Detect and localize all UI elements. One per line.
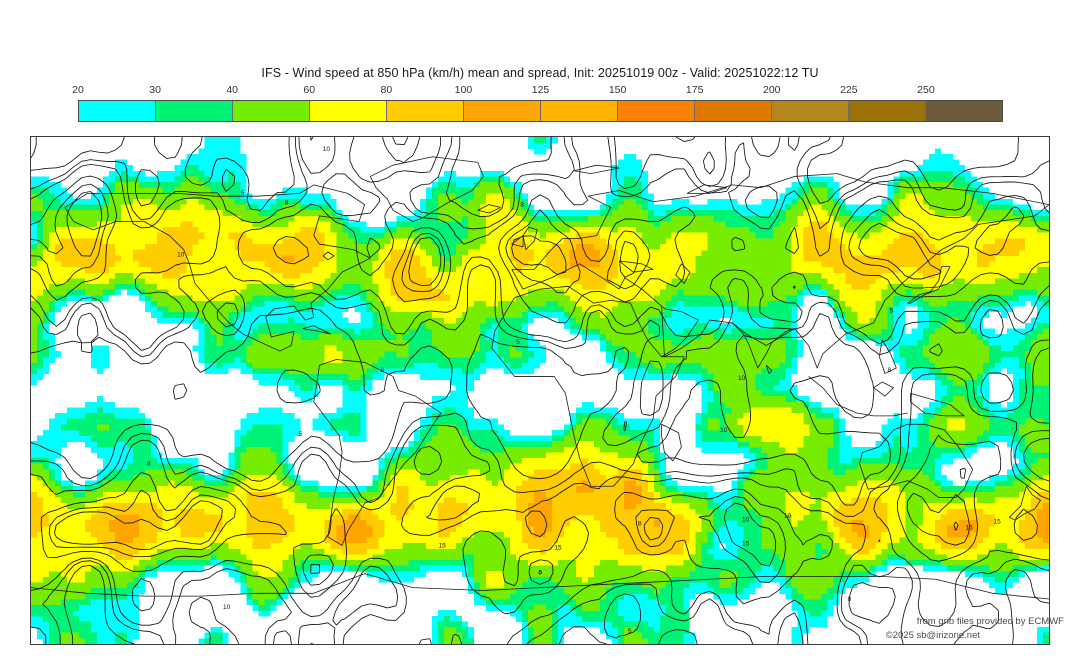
colorbar-swatches: [78, 100, 1003, 122]
contour-label: 10: [738, 375, 746, 382]
spread-isoline: [31, 183, 1025, 586]
contour-label: 15: [993, 518, 1001, 525]
contour-label-layer: 10 5 8 8 5 10 10 8 15 15 8 10 10 15 15 15 8 10 5 8 5 10 5 8: [147, 146, 1001, 635]
contour-label: 8: [638, 520, 642, 527]
coastline: [618, 260, 654, 273]
colorbar-tick: 175: [685, 84, 704, 96]
colorbar-tick: 225: [840, 84, 858, 96]
contour-label: 10: [742, 516, 750, 523]
coastline: [765, 364, 773, 374]
coastline-layer: [31, 156, 1049, 600]
contour-label: 5: [890, 307, 894, 314]
contour-label: 8: [381, 367, 385, 374]
contour-label: 15: [554, 544, 562, 551]
colorbar-tick: 60: [303, 84, 316, 96]
wind-band: [31, 193, 1049, 589]
colorbar-tick: 200: [762, 84, 781, 96]
wind-field-layer: [31, 137, 1049, 644]
contour-label: 5: [628, 628, 632, 635]
colorbar-segment: [926, 101, 1002, 121]
coastline: [511, 235, 524, 248]
contour-label: 8: [147, 461, 151, 468]
coastline: [661, 423, 682, 462]
coastline: [686, 184, 728, 194]
colorbar-segment: [387, 101, 464, 121]
colorbar-segment: [156, 101, 233, 121]
contour-label: 10: [323, 146, 331, 153]
colorbar-segment: [618, 101, 695, 121]
spread-contour-layer: [31, 137, 1049, 644]
coastline: [1008, 486, 1041, 521]
contour-label: 5: [241, 190, 245, 197]
coastline: [661, 305, 699, 358]
coastline: [573, 164, 620, 175]
colorbar-tick: 40: [226, 84, 238, 96]
contour-label: 15: [966, 524, 974, 531]
coastline: [910, 392, 965, 417]
contour-label: 5: [299, 431, 303, 438]
contour-label: 8: [888, 367, 892, 374]
colorbar-tick: 30: [149, 84, 161, 96]
colorbar-segment: [79, 101, 156, 121]
contour-label: 10: [784, 513, 792, 520]
coastline: [732, 322, 795, 369]
coastline: [859, 423, 974, 498]
spread-isoline: [31, 137, 1049, 644]
contour-label: 15: [439, 542, 447, 549]
coastline: [675, 263, 691, 284]
coastline: [31, 573, 1049, 600]
map-frame[interactable]: 10 5 8 8 5 10 10 8 15 15 8 10 10 15 15 15 8 10 5 8 5 10 5 8: [30, 136, 1050, 645]
colorbar-tick: 80: [380, 84, 393, 96]
colorbar-tick: 100: [454, 84, 473, 96]
colorbar-tick: 250: [917, 84, 935, 96]
contour-label: 8: [520, 202, 524, 209]
spread-isoline: [31, 137, 1049, 644]
colorbar-tick: 20: [72, 84, 84, 96]
coastline: [369, 156, 484, 222]
colorbar-tick-labels: 20 30 40 60 80 100 125 150 175 200 225 250: [72, 84, 1003, 100]
colorbar-segment: [695, 101, 772, 121]
colorbar: 20 30 40 60 80 100 125 150 175 200 225 250: [72, 84, 1003, 124]
coastline: [64, 184, 371, 352]
colorbar-segment: [464, 101, 541, 121]
coastline: [477, 204, 501, 214]
contour-label: 10: [223, 604, 231, 611]
colorbar-segment: [541, 101, 618, 121]
contour-label: 10: [720, 427, 728, 434]
coastline: [878, 339, 897, 374]
spread-isoline: [31, 137, 1049, 644]
colorbar-segment: [772, 101, 849, 121]
contour-label: 8: [848, 596, 852, 603]
contour-label: 5: [516, 339, 520, 346]
coastline: [313, 359, 442, 546]
colorbar-tick: 150: [608, 84, 627, 96]
coastline: [511, 173, 1049, 369]
contour-label: 15: [742, 540, 750, 547]
coastline: [302, 325, 332, 335]
colorbar-segment: [233, 101, 310, 121]
colorbar-segment: [310, 101, 387, 121]
colorbar-segment: [849, 101, 926, 121]
coastline: [522, 226, 538, 250]
coastline: [873, 381, 894, 397]
coastline: [808, 376, 908, 417]
page-title: IFS - Wind speed at 850 hPa (km/h) mean …: [261, 66, 819, 80]
wind-speed-map[interactable]: 10 5 8 8 5 10 10 8 15 15 8 10 10 15 15 15 8 10 5 8 5 10 5 8: [31, 137, 1049, 644]
coastline: [491, 285, 685, 487]
contour-label: 8: [285, 200, 289, 207]
coastline: [907, 266, 951, 304]
contour-label: 10: [177, 252, 185, 259]
colorbar-tick: 125: [531, 84, 550, 96]
